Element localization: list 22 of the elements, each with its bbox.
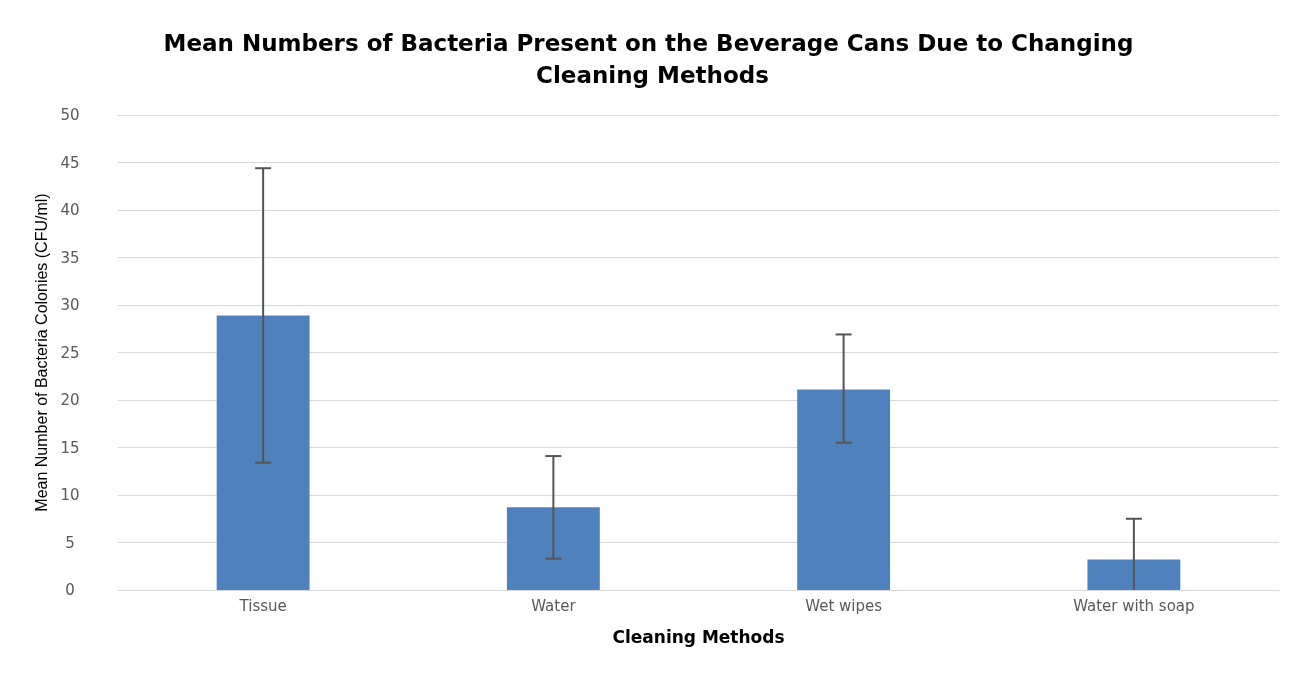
x-tick-label: Wet wipes	[805, 596, 883, 615]
x-tick-label: Water	[531, 596, 577, 615]
y-axis-title: Mean Number of Bacteria Colonies (CFU/ml)	[33, 193, 51, 512]
bar	[1087, 559, 1181, 590]
y-tick-label: 45	[60, 153, 80, 172]
y-tick-label: 50	[60, 106, 80, 124]
y-tick-label: 15	[60, 438, 80, 457]
x-tick-label: Tissue	[238, 596, 287, 615]
y-tick-label: 0	[65, 581, 75, 599]
bar	[216, 315, 310, 590]
y-tick-label: 20	[60, 391, 80, 409]
bar	[797, 389, 891, 590]
y-tick-label: 10	[60, 486, 80, 504]
y-tick-label: 30	[60, 296, 80, 314]
x-axis-title: Cleaning Methods	[612, 626, 785, 647]
y-tick-label: 5	[65, 533, 75, 552]
y-tick-label: 40	[60, 201, 80, 219]
chart-title: Mean Numbers of Bacteria Present on the Beverage Cans Due to Changing Cleaning Methods	[163, 30, 1142, 88]
x-tick-label: Water with soap	[1073, 596, 1195, 615]
bar	[506, 507, 600, 590]
y-tick-label: 35	[60, 248, 80, 267]
y-tick-label: 25	[60, 343, 80, 362]
